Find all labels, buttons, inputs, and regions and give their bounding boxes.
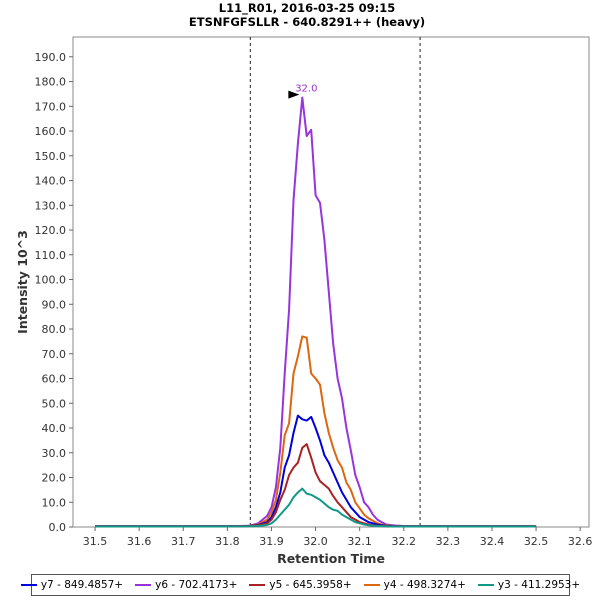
x-tick-label: 32.3	[436, 535, 461, 548]
y-tick-label: 50.0	[42, 397, 67, 410]
x-tick-label: 31.6	[127, 535, 152, 548]
legend-item: y6 - 702.4173+	[135, 579, 237, 591]
x-axis: 31.5 31.6 31.7 31.8 31.9 32.0 32.1 32.2 32.3 32.4…	[83, 527, 593, 548]
x-tick-label: 32.4	[480, 535, 505, 548]
y-tick-label: 110.0	[35, 249, 67, 262]
peak-label: 32.0	[295, 84, 317, 95]
y-tick-label: 70.0	[42, 348, 67, 361]
x-tick-label: 32.0	[303, 535, 328, 548]
legend-swatch	[477, 584, 494, 586]
series-lines	[95, 96, 537, 528]
y-tick-label: 140.0	[35, 175, 67, 188]
legend-item: y3 - 411.2953+	[477, 579, 581, 591]
y-tick-label: 100.0	[35, 274, 67, 287]
y-tick-label: 40.0	[42, 422, 67, 435]
y-tick-label: 190.0	[35, 51, 67, 64]
chart-title-line1: L11_R01, 2016-03-25 09:15	[219, 1, 395, 16]
y-tick-label: 60.0	[42, 373, 67, 386]
legend-item: y4 - 498.3274+	[363, 579, 466, 591]
x-tick-label: 32.2	[392, 535, 417, 548]
series-line-y3	[95, 487, 537, 528]
y-tick-label: 180.0	[35, 76, 67, 89]
x-tick-label: 32.5	[524, 535, 549, 548]
chart-legend: y7 - 849.4857+ y6 - 702.4173+ y5 - 645.395…	[20, 574, 580, 596]
y-tick-label: 30.0	[42, 447, 67, 460]
y-tick-label: 150.0	[35, 150, 67, 163]
legend-item: y5 - 645.3958+	[249, 579, 352, 591]
legend-label: y4 - 498.3274+	[383, 579, 466, 591]
legend-label: y6 - 702.4173+	[155, 579, 238, 591]
y-tick-label: 90.0	[42, 298, 67, 311]
y-tick-label: 20.0	[42, 472, 67, 485]
y-axis: 0.0 10.0 20.0 30.0 40.0 50.0 60.0 70.0 80.0 90.0 1…	[35, 51, 73, 534]
x-tick-label: 31.7	[171, 535, 196, 548]
y-axis-label: Intensity 10^3	[15, 230, 30, 334]
x-axis-label: Retention Time	[277, 551, 385, 566]
x-tick-label: 31.9	[259, 535, 284, 548]
legend-label: y7 - 849.4857+	[40, 579, 124, 591]
chart-title-line2: ETSNFGFSLLR - 640.8291++ (heavy)	[189, 15, 425, 29]
x-tick-label: 32.6	[568, 535, 593, 548]
x-tick-label: 31.5	[83, 535, 108, 548]
legend-swatch	[249, 584, 266, 586]
peak-annotation: 32.0	[288, 84, 317, 99]
legend-item: y7 - 849.4857+	[20, 579, 124, 591]
y-tick-label: 160.0	[35, 125, 67, 138]
y-tick-label: 120.0	[35, 224, 67, 237]
y-tick-label: 170.0	[35, 100, 67, 113]
y-tick-label: 130.0	[35, 199, 67, 212]
legend-label: y3 - 411.2953+	[497, 579, 581, 591]
peak-arrow-icon	[288, 90, 300, 99]
legend-label: y5 - 645.3958+	[269, 579, 352, 591]
y-tick-label: 10.0	[42, 496, 67, 509]
legend-swatch	[135, 584, 152, 586]
legend-swatch	[20, 584, 37, 586]
plot-area	[72, 36, 590, 528]
x-tick-label: 31.8	[215, 535, 240, 548]
legend-swatch	[363, 584, 380, 586]
y-tick-label: 80.0	[42, 323, 67, 336]
peak-boundaries	[249, 37, 421, 527]
x-tick-label: 32.1	[347, 535, 372, 548]
y-tick-label: 0.0	[49, 521, 67, 534]
